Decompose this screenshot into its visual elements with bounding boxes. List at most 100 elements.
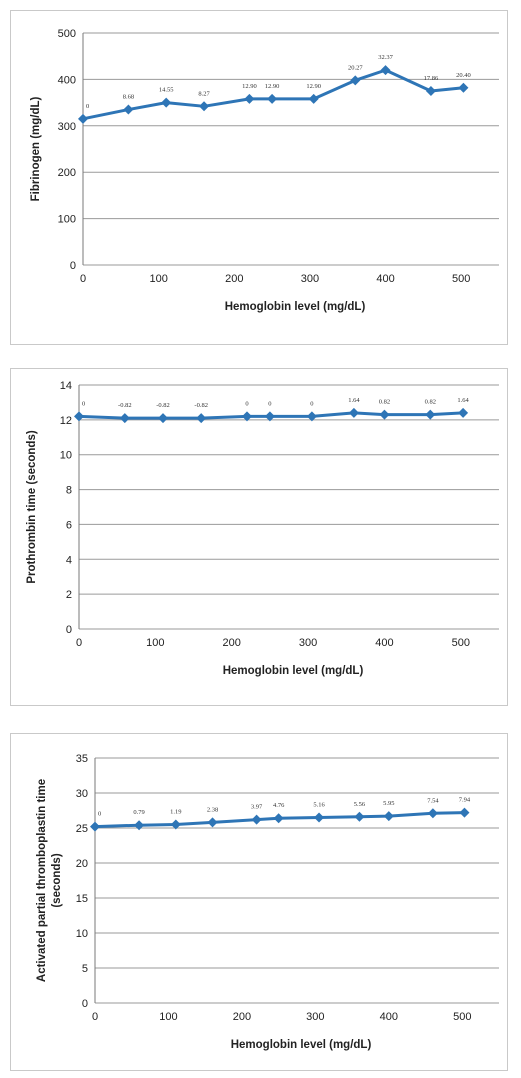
y-tick-label: 4: [66, 554, 72, 566]
data-label: 8.68: [123, 94, 134, 101]
data-label: 0.82: [425, 399, 436, 406]
data-point-marker: [306, 411, 317, 422]
data-point-marker: [123, 104, 134, 115]
data-point-marker: [348, 407, 359, 418]
x-tick-label: 100: [159, 1011, 177, 1023]
y-tick-label: 5: [82, 963, 88, 975]
y-tick-label: 2: [66, 589, 72, 601]
y-axis-title-group: Fibrinogen (mg/dL): [30, 96, 42, 201]
x-axis-title: Hemoglobin level (mg/dL): [225, 301, 366, 313]
data-point-marker: [251, 814, 262, 825]
x-tick-label: 100: [146, 637, 164, 649]
y-tick-label: 0: [70, 260, 76, 272]
data-label: 0.82: [379, 399, 390, 406]
prothrombin-chart: 0 2 4 6 8 10 12 14 0 100 200 300 400 500 Hemoglobin le…: [26, 380, 499, 677]
data-label: 1.64: [348, 397, 360, 404]
x-tick-label: 0: [80, 273, 86, 285]
data-label: 0: [245, 400, 248, 407]
data-label: 7.54: [427, 797, 439, 804]
x-tick-label: 400: [375, 637, 393, 649]
data-point-marker: [207, 817, 218, 828]
data-label: -0.82: [156, 402, 170, 409]
data-point-marker: [354, 811, 365, 822]
y-tick-label: 500: [58, 28, 76, 40]
data-label: 2.38: [207, 806, 218, 813]
x-axis-title: Hemoglobin level (mg/dL): [231, 1039, 372, 1051]
fibrinogen-chart-panel: 0 100 200 300 400 500 0 100 200 300 400 500 Hemoglob…: [10, 10, 508, 345]
y-tick-label: 0: [82, 998, 88, 1010]
data-label: 32.37: [378, 54, 393, 61]
data-point-marker: [308, 93, 319, 104]
data-label: -0.82: [194, 402, 208, 409]
aptt-chart: 0 5 10 15 20 25 30 35 0 100 200 300 400 500 Hemoglobin…: [36, 753, 499, 1051]
prothrombin-chart-panel: 0 2 4 6 8 10 12 14 0 100 200 300 400 500 Hemoglobin le…: [10, 368, 508, 706]
y-tick-label: 400: [58, 74, 76, 86]
x-tick-label: 300: [301, 273, 319, 285]
y-axis-title: Prothrombin time (seconds): [26, 430, 38, 584]
y-tick-label: 10: [60, 450, 72, 462]
x-tick-label: 300: [306, 1011, 324, 1023]
data-point-marker: [134, 820, 145, 831]
data-point-marker: [383, 811, 394, 822]
data-point-marker: [196, 413, 207, 424]
y-tick-label: 30: [76, 788, 88, 800]
data-point-marker: [244, 93, 255, 104]
x-tick-label: 100: [149, 273, 167, 285]
data-point-marker: [459, 807, 470, 818]
y-tick-label: 8: [66, 485, 72, 497]
y-axis-title: Activated partial thromboplastin time (se…: [36, 779, 63, 982]
x-tick-label: 500: [452, 273, 470, 285]
x-tick-label: 300: [299, 637, 317, 649]
x-tick-label: 500: [452, 637, 470, 649]
data-label: 7.94: [459, 797, 471, 804]
data-point-marker: [314, 812, 325, 823]
data-label: 5.56: [354, 801, 366, 808]
data-point-marker: [78, 113, 88, 124]
data-point-marker: [119, 413, 130, 424]
y-tick-label: 6: [66, 519, 72, 531]
y-tick-label: 0: [66, 624, 72, 636]
data-point-marker: [427, 808, 438, 819]
x-tick-label: 200: [233, 1011, 251, 1023]
data-label: 0: [98, 811, 101, 818]
data-point-marker: [425, 409, 436, 420]
x-tick-label: 400: [376, 273, 394, 285]
data-label: 17.86: [424, 75, 439, 82]
data-label: 0: [268, 400, 271, 407]
x-tick-label: 0: [76, 637, 82, 649]
data-point-marker: [267, 93, 278, 104]
y-tick-label: 25: [76, 823, 88, 835]
y-tick-label: 12: [60, 415, 72, 427]
data-point-marker: [264, 411, 275, 422]
data-label: 1.64: [457, 397, 469, 404]
data-point-marker: [161, 97, 172, 108]
y-axis-title: Fibrinogen (mg/dL): [30, 96, 42, 201]
data-label: -0.82: [118, 402, 132, 409]
data-point-marker: [90, 821, 100, 832]
data-label: 0.79: [133, 809, 144, 816]
data-label: 12.90: [306, 83, 321, 90]
x-tick-label: 400: [380, 1011, 398, 1023]
x-axis-title: Hemoglobin level (mg/dL): [223, 665, 364, 677]
data-point-marker: [458, 82, 469, 93]
y-tick-label: 100: [58, 214, 76, 226]
data-point-marker: [170, 819, 181, 830]
y-tick-label: 35: [76, 753, 88, 765]
data-point-marker: [458, 407, 469, 418]
y-axis-title-line: Activated partial thromboplastin time: [36, 779, 48, 982]
data-label: 20.40: [456, 72, 471, 79]
data-point-marker: [74, 411, 84, 422]
data-label: 4.76: [273, 802, 285, 809]
y-tick-label: 10: [76, 928, 88, 940]
data-label: 12.90: [265, 83, 280, 90]
data-point-marker: [273, 813, 284, 824]
series-line: [82, 68, 464, 121]
aptt-chart-panel: 0 5 10 15 20 25 30 35 0 100 200 300 400 500 Hemoglobin…: [10, 733, 508, 1071]
x-tick-label: 200: [223, 637, 241, 649]
data-point-marker: [242, 411, 252, 422]
y-tick-label: 15: [76, 893, 88, 905]
y-axis-title-line: (seconds): [51, 853, 63, 907]
data-label: 12.90: [242, 83, 257, 90]
y-axis-title-group: Prothrombin time (seconds): [26, 430, 38, 584]
x-tick-label: 0: [92, 1011, 98, 1023]
